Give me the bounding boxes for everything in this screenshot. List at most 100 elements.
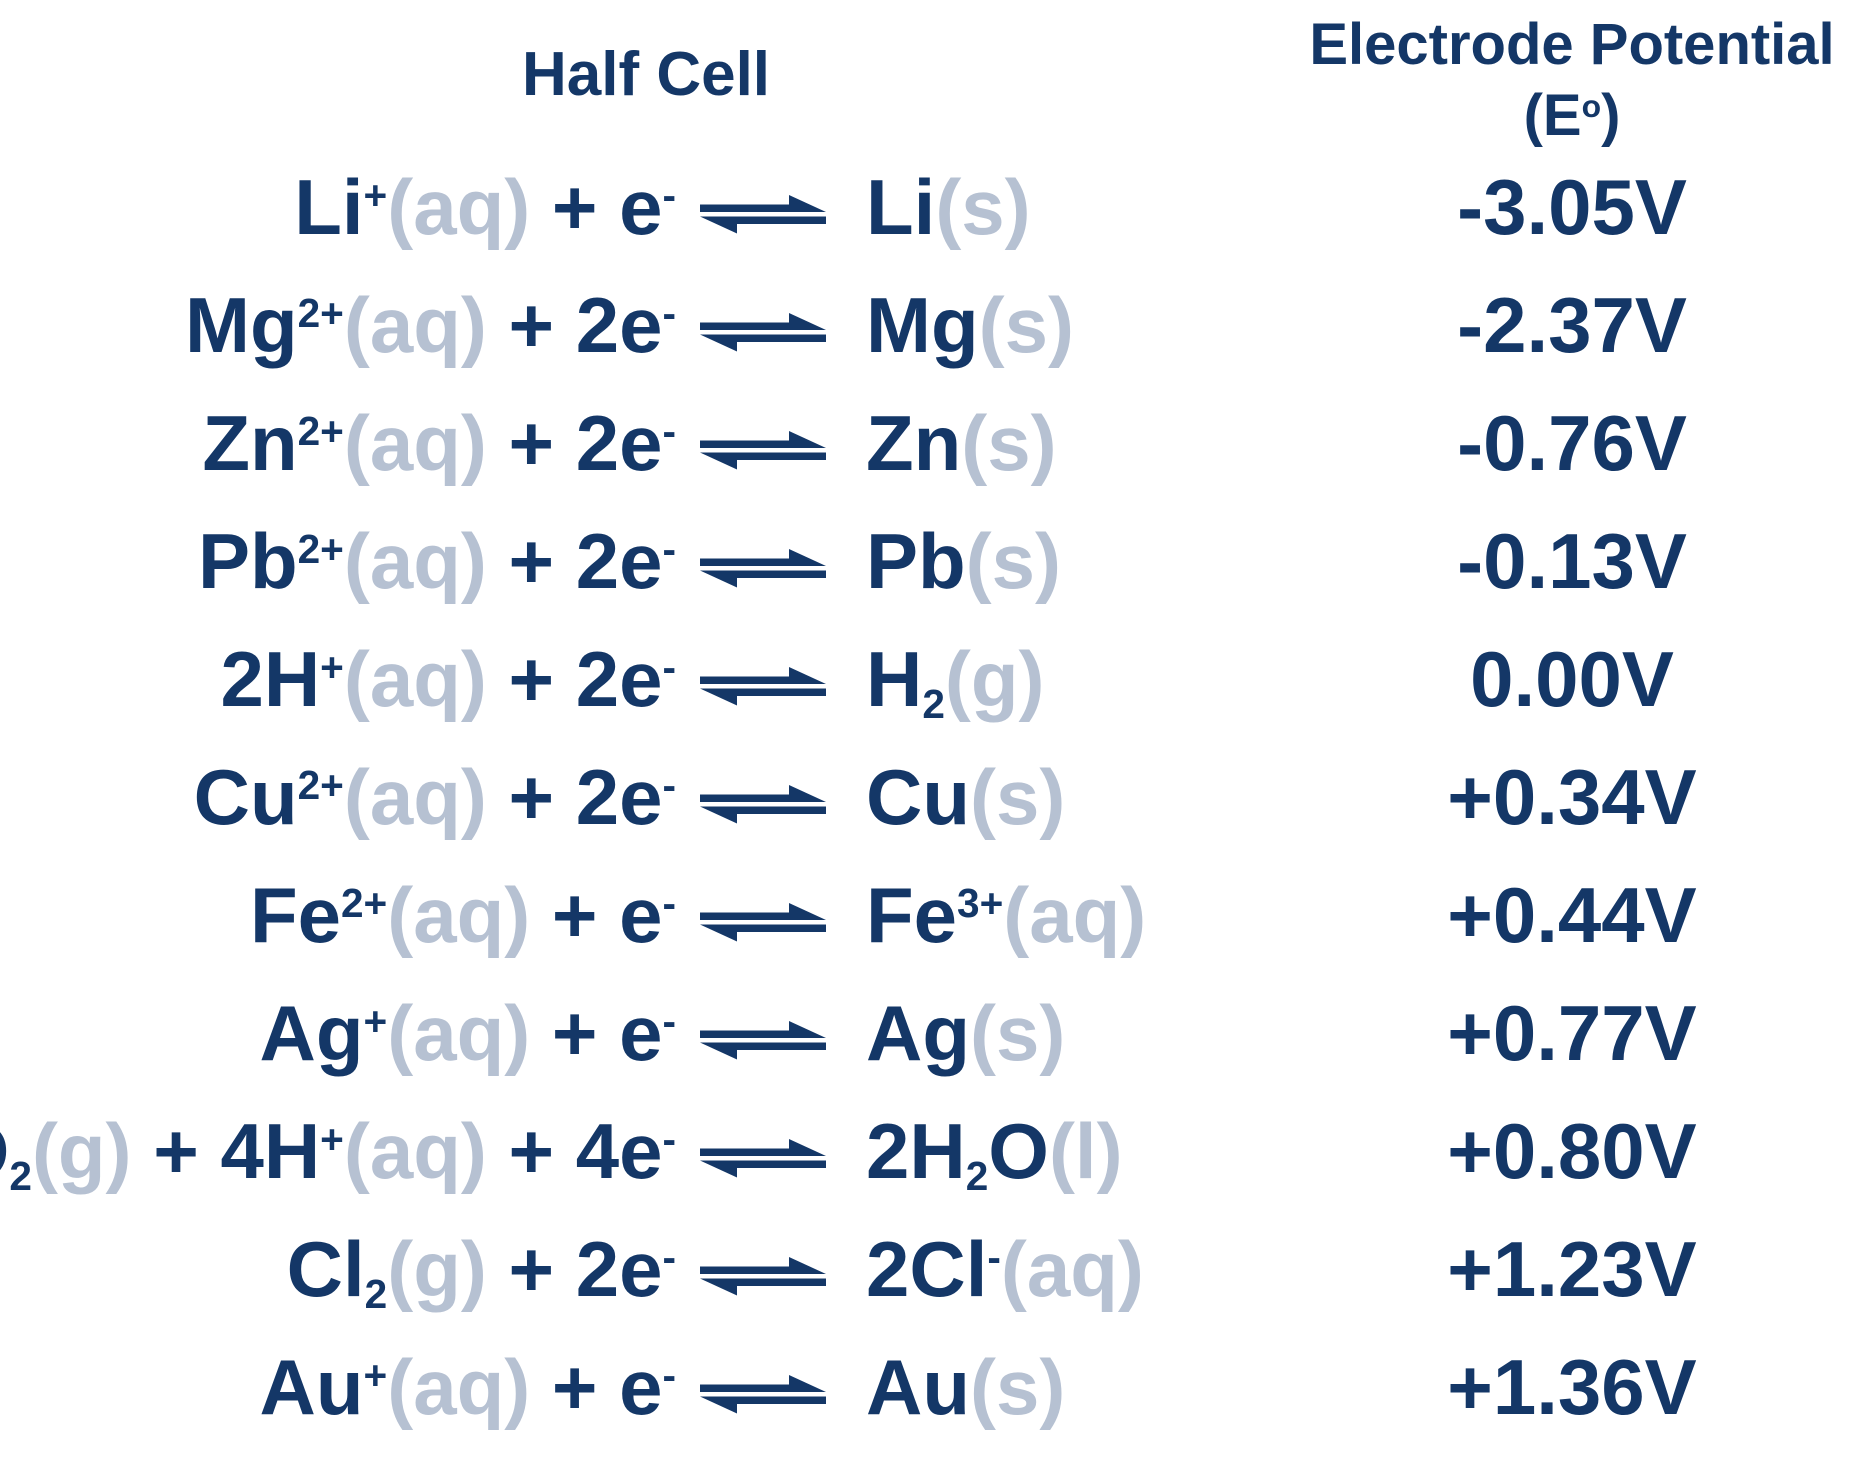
electrode-potential-title: Electrode Potential [1309, 12, 1835, 77]
charge-superscript: - [662, 1233, 676, 1280]
state-symbol: (s) [969, 753, 1066, 841]
charge-superscript: 2+ [297, 289, 344, 336]
species-text: Pb [197, 517, 298, 605]
half-cell-column-header: Half Cell [521, 40, 771, 109]
state-symbol: (s) [935, 163, 1031, 251]
electrode-potential-value: -0.13V [1457, 517, 1687, 605]
electrode-potential-value: -2.37V [1457, 281, 1687, 369]
species-text: + 4e [486, 1107, 663, 1195]
charge-superscript: - [662, 643, 676, 690]
charge-superscript: + [363, 997, 388, 1044]
product-side: Zn (s) [826, 404, 1292, 482]
charge-superscript: 2+ [297, 525, 344, 572]
half-cell-rows: Li + (aq) + e- Li (s) -3.05V Mg 2+ (aq) + 2e - [0, 148, 1852, 1446]
species-text: O [0, 1112, 9, 1190]
equilibrium-arrow-icon [700, 782, 826, 826]
equilibrium-arrow-icon [700, 664, 826, 708]
equilibrium-arrow-icon [700, 1372, 826, 1416]
electrode-potential-value: +1.23V [1447, 1225, 1697, 1313]
reactant-side: Pb 2+ (aq) + 2e - [0, 522, 700, 600]
formula-subscript: 2 [364, 1271, 388, 1318]
species-text: + 2e [486, 281, 663, 369]
equilibrium-arrow-icon [700, 1254, 826, 1298]
product-side: Fe 3+ (aq) [826, 876, 1292, 954]
species-text: + e [530, 1343, 663, 1431]
electrode-potential-value: +0.44V [1447, 871, 1697, 959]
half-cell-equation: Fe 2+ (aq) + e- Fe 3+ (aq) [0, 876, 1292, 954]
half-cell-equation: 2H + (aq) + 2e - H 2 (g) [0, 635, 1292, 724]
half-cell-equation: Ag + (aq) + e- Ag (s) [0, 994, 1292, 1072]
equilibrium-arrow-icon [700, 192, 826, 236]
species-text: + 2e [486, 517, 663, 605]
species-text: + 2e [486, 753, 663, 841]
charge-superscript: + [363, 171, 388, 218]
state-symbol: (s) [961, 399, 1057, 487]
charge-superscript: - [662, 879, 676, 926]
state-symbol: (s) [969, 1343, 1066, 1431]
charge-superscript: + [320, 1115, 344, 1162]
charge-superscript: - [662, 1115, 676, 1162]
electrode-potential-value: +1.36V [1447, 1343, 1697, 1431]
half-cell-equation: Mg 2+ (aq) + 2e - Mg (s) [0, 286, 1292, 364]
half-cell-row: Pb 2+ (aq) + 2e - Pb (s) -0.13V [0, 502, 1852, 620]
product-side: Mg (s) [826, 286, 1292, 364]
equilibrium-arrow-icon [700, 1136, 826, 1180]
state-symbol: (aq) [1003, 871, 1147, 959]
species-text: + e [530, 989, 663, 1077]
table-header: Half Cell Electrode Potential (Eo) [0, 0, 1852, 148]
potential-symbol-close: ) [1601, 82, 1621, 148]
half-cell-row: Fe 2+ (aq) + e- Fe 3+ (aq) +0.44V [0, 856, 1852, 974]
species-text: + 2e [486, 635, 663, 723]
species-text: Fe [866, 871, 958, 959]
reactant-side: Zn 2+ (aq) + 2e - [0, 404, 700, 482]
charge-superscript: 2+ [297, 407, 344, 454]
half-cell-equation: Au + (aq) + e- Au (s) [0, 1348, 1292, 1426]
state-symbol: (g) [387, 1225, 487, 1313]
state-symbol: (aq) [343, 1107, 487, 1195]
species-text: Cu [193, 753, 298, 841]
half-cell-row: Mg 2+ (aq) + 2e - Mg (s) -2.37V [0, 266, 1852, 384]
species-text: Li [294, 163, 364, 251]
state-symbol: (g) [944, 635, 1045, 723]
product-side: Cu (s) [826, 758, 1292, 836]
state-symbol: (s) [978, 281, 1074, 369]
species-text: Cl [286, 1225, 365, 1313]
electrode-potential-value: -0.76V [1457, 399, 1687, 487]
charge-superscript: - [662, 1351, 676, 1398]
species-text: 2Cl [866, 1225, 988, 1313]
species-text: Zn [202, 399, 298, 487]
half-cell-row: Li + (aq) + e- Li (s) -3.05V [0, 148, 1852, 266]
reactant-side: Cu 2+ (aq) + 2e - [0, 758, 700, 836]
charge-superscript: - [662, 997, 676, 1044]
electrode-potential-value: 0.00V [1470, 635, 1674, 723]
species-text: 2H [220, 635, 321, 723]
species-text: 2H [866, 1107, 966, 1195]
half-cell-equation: Pb 2+ (aq) + 2e - Pb (s) [0, 522, 1292, 600]
species-text: Mg [866, 281, 979, 369]
charge-superscript: - [662, 171, 676, 218]
electrode-potential-value: -3.05V [1457, 163, 1687, 251]
state-symbol: (aq) [343, 517, 487, 605]
charge-superscript: 2+ [297, 761, 344, 808]
species-text: Ag [866, 989, 970, 1077]
half-cell-row: 2H + (aq) + 2e - H 2 (g) 0.00V [0, 620, 1852, 738]
product-side: 2H 2 O (l) [826, 1107, 1292, 1196]
reactant-side: O2(g) + 4H+(aq) + 4e- [0, 1107, 700, 1196]
species-text: Ag [259, 989, 364, 1077]
equilibrium-arrow-icon [700, 428, 826, 472]
state-symbol: (s) [965, 517, 1062, 605]
state-symbol: (aq) [387, 1343, 531, 1431]
reactant-side: Cl 2 (g) + 2e - [0, 1225, 700, 1314]
formula-subscript: 2 [922, 681, 945, 728]
half-cell-equation: Zn 2+ (aq) + 2e - Zn (s) [0, 404, 1292, 482]
electrode-potential-value: +0.80V [1447, 1107, 1697, 1195]
reactant-side: Li + (aq) + e- [0, 168, 700, 246]
species-text: Au [259, 1343, 364, 1431]
species-text: + 2e [486, 399, 663, 487]
product-side: Au (s) [826, 1348, 1292, 1426]
reactant-side: Fe 2+ (aq) + e- [0, 876, 700, 954]
product-side: H 2 (g) [826, 635, 1292, 724]
electrode-potential-symbol: (Eo) [1292, 81, 1852, 152]
reactant-side: Mg 2+ (aq) + 2e - [0, 286, 700, 364]
